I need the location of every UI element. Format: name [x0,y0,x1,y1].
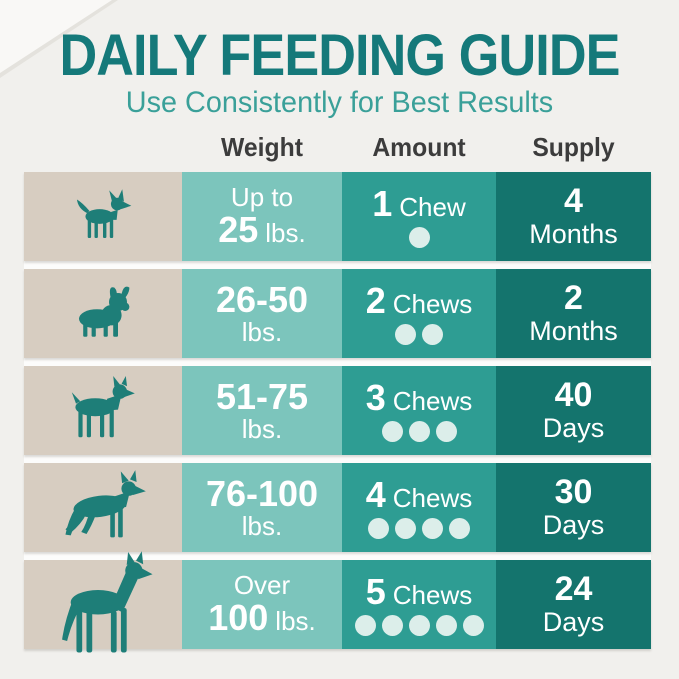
chew-count: 2 [365,279,386,321]
page-subtitle: Use Consistently for Best Results [125,86,554,119]
chew-dot [422,324,443,346]
weight-unit: lbs. [275,606,316,637]
chew-dot [354,615,376,637]
chew-label: Chews [392,385,473,416]
chew-label: Chews [392,482,473,513]
weight-prefix: Over [233,569,291,600]
weight-value: 100 [208,597,269,639]
boxer-icon [71,376,135,438]
chew-dot [395,518,416,540]
supply-unit: Months [529,316,618,347]
chew-dots [395,324,443,346]
chew-dot [408,227,430,249]
chew-dot [435,421,457,443]
chew-count: 3 [365,376,386,418]
chew-label: Chews [392,579,473,610]
great-dane-icon [62,551,153,653]
table-row: Over 100 lbs. 5 Chews 24 Days [24,551,651,653]
chew-dot [462,615,484,637]
table-row: Up to 25 lbs. 1 Chew 4 Months [24,172,651,261]
dog-cell [24,269,182,358]
supply-unit: Days [542,510,605,541]
chew-dots [408,227,430,249]
supply-value: 30 [554,473,593,512]
weight-unit: lbs. [241,316,283,347]
chihuahua-icon [76,189,132,239]
amount-column-header: Amount [372,132,466,162]
amount-cell: 2 Chews [342,269,496,358]
chew-dots [368,518,470,540]
supply-value: 24 [554,570,593,609]
weight-prefix: Up to [230,181,294,212]
weight-cell: 51-75 lbs. [182,366,342,455]
column-headers: Weight Amount Supply [24,132,651,163]
chew-count: 1 [372,182,393,224]
chew-dot [408,615,430,637]
dog-cell [24,172,182,261]
feeding-table: Up to 25 lbs. 1 Chew 4 Months [24,172,651,653]
chew-dot [422,518,443,540]
chew-count: 4 [365,473,386,515]
supply-value: 2 [564,279,583,318]
weight-unit: lbs. [241,413,283,444]
weight-cell: Over 100 lbs. [182,560,342,649]
chew-count: 5 [365,570,386,612]
supply-unit: Months [529,219,618,250]
supply-unit: Days [542,607,605,638]
supply-cell: 24 Days [496,560,651,649]
table-row: 76-100 lbs. 4 Chews 30 Days [24,463,651,552]
dog-cell [24,366,182,455]
table-row: 26-50 lbs. 2 Chews 2 Months [24,269,651,358]
weight-cell: 76-100 lbs. [182,463,342,552]
table-row: 51-75 lbs. 3 Chews 40 Days [24,366,651,455]
french-bulldog-icon [79,286,130,337]
dog-column-header [28,132,178,163]
chew-label: Chews [392,288,473,319]
page-title: DAILY FEEDING GUIDE [59,23,620,88]
amount-cell: 1 Chew [342,172,496,261]
supply-column-header: Supply [532,132,615,162]
supply-cell: 40 Days [496,366,651,455]
weight-unit: lbs. [265,218,306,249]
great-dane-wrap [42,547,164,669]
weight-value: 26-50 [215,278,309,320]
amount-cell: 3 Chews [342,366,496,455]
chew-label: Chew [399,191,466,222]
weight-value: 76-100 [205,472,319,514]
weight-value: 25 [218,209,259,251]
dog-cell [24,463,182,552]
chew-dot [381,615,403,637]
chew-dot [435,615,457,637]
supply-value: 40 [554,376,593,415]
supply-unit: Days [542,413,605,444]
chew-dot [368,518,389,540]
supply-cell: 30 Days [496,463,651,552]
chew-dot [395,324,416,346]
dog-cell [24,551,182,653]
weight-cell: Up to 25 lbs. [182,172,342,261]
german-shepherd-icon [65,469,146,537]
chew-dot [449,518,470,540]
chew-dots [381,421,457,443]
amount-cell: 5 Chews [342,560,496,649]
weight-unit: lbs. [241,510,283,541]
weight-column-header: Weight [221,132,303,162]
weight-value: 51-75 [215,375,309,417]
supply-cell: 2 Months [496,269,651,358]
weight-cell: 26-50 lbs. [182,269,342,358]
supply-value: 4 [564,182,583,221]
chew-dot [381,421,403,443]
chew-dots [354,615,484,637]
chew-dot [408,421,430,443]
supply-cell: 4 Months [496,172,651,261]
amount-cell: 4 Chews [342,463,496,552]
